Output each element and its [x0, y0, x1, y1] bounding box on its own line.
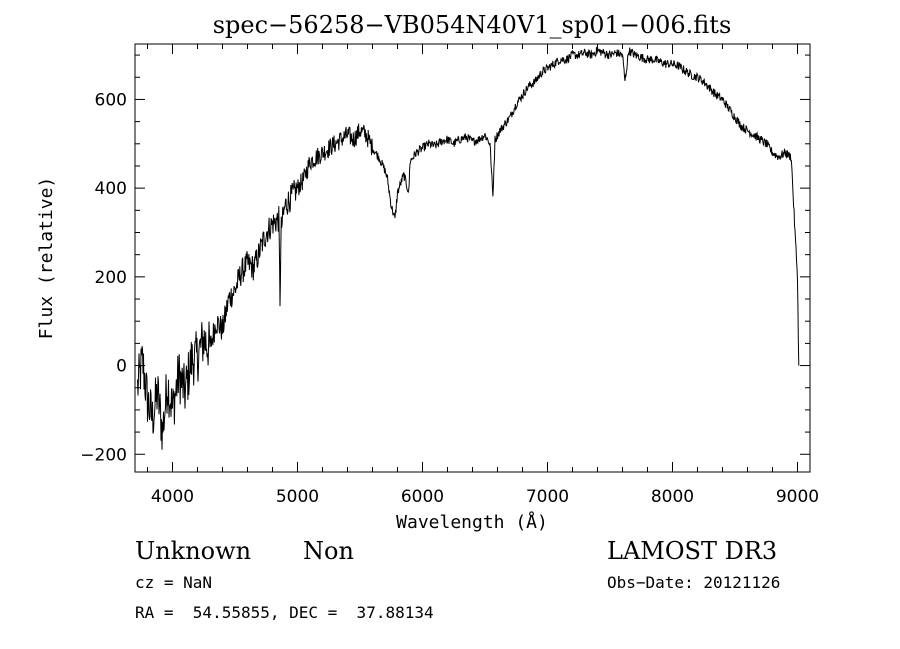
chart-title: spec−56258−VB054N40V1_sp01−006.fits: [213, 11, 732, 39]
x-tick-label: 7000: [526, 487, 569, 507]
plot-frame: [134, 43, 811, 473]
x-tick-label: 4000: [151, 487, 194, 507]
y-tick-labels: −200 0 200 400 600: [80, 90, 127, 465]
redshift-label: cz = NaN: [135, 573, 213, 592]
y-tick-label: 600: [95, 90, 127, 110]
y-tick-label: −200: [80, 445, 127, 465]
x-tick-label: 6000: [401, 487, 444, 507]
y-tick-label: 0: [116, 357, 127, 377]
y-tick-label: 400: [95, 179, 127, 199]
spectrum-line: [137, 47, 800, 450]
x-axis-label: Wavelength (Å): [396, 511, 548, 533]
obs-date-label: Obs−Date: 20121126: [607, 573, 781, 592]
x-tick-label: 9000: [776, 487, 819, 507]
survey-label: LAMOST DR3: [607, 537, 778, 565]
y-tick-label: 200: [95, 268, 127, 288]
axis-ticks: [135, 44, 810, 472]
y-axis-label: Flux (relative): [36, 177, 57, 340]
coordinates-label: RA = 54.55855, DEC = 37.88134: [135, 603, 434, 622]
x-tick-label: 8000: [651, 487, 694, 507]
x-tick-label: 5000: [276, 487, 319, 507]
subclass-label: Non: [303, 537, 354, 565]
object-class-label: Unknown: [135, 537, 252, 565]
x-tick-labels: 4000 5000 6000 7000 8000 9000: [151, 487, 819, 507]
